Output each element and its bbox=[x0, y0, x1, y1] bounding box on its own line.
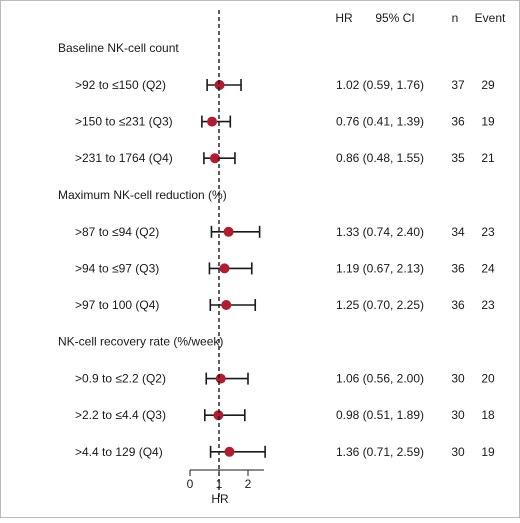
event-value: 21 bbox=[481, 151, 495, 165]
group-title: Maximum NK-cell reduction (%) bbox=[58, 188, 227, 202]
hr-ci-value: 1.36 (0.71, 2.59) bbox=[336, 445, 424, 459]
hr-ci-value: 0.98 (0.51, 1.89) bbox=[336, 408, 424, 422]
row-label: >92 to ≤150 (Q2) bbox=[75, 78, 166, 92]
event-value: 23 bbox=[481, 225, 495, 239]
hr-point bbox=[223, 226, 234, 237]
hr-ci-value: 1.06 (0.56, 2.00) bbox=[336, 372, 424, 386]
hr-ci-value: 1.19 (0.67, 2.13) bbox=[336, 261, 424, 275]
hr-point bbox=[214, 80, 225, 90]
event-value: 20 bbox=[481, 372, 495, 386]
hr-ci-value: 0.86 (0.48, 1.55) bbox=[336, 151, 424, 165]
hr-point bbox=[215, 373, 226, 384]
x-tick-label: 1 bbox=[216, 477, 223, 491]
hr-ci-value: 1.02 (0.59, 1.76) bbox=[336, 78, 424, 92]
hr-ci-value: 0.76 (0.41, 1.39) bbox=[336, 115, 424, 129]
n-value: 35 bbox=[451, 151, 465, 165]
hr-point bbox=[221, 300, 232, 310]
n-value: 34 bbox=[451, 225, 465, 239]
n-value: 30 bbox=[451, 408, 465, 422]
hr-point bbox=[224, 446, 235, 457]
row-label: >87 to ≤94 (Q2) bbox=[75, 225, 159, 239]
header-event: Event bbox=[475, 11, 506, 25]
event-value: 19 bbox=[481, 445, 495, 459]
row-label: >97 to 100 (Q4) bbox=[75, 298, 159, 312]
n-value: 30 bbox=[451, 372, 465, 386]
hr-ci-value: 1.25 (0.70, 2.25) bbox=[336, 298, 424, 312]
row-label: >150 to ≤231 (Q3) bbox=[75, 115, 173, 129]
n-value: 30 bbox=[451, 445, 465, 459]
hr-point bbox=[207, 116, 218, 127]
hr-point bbox=[209, 153, 220, 164]
header-hr: HR bbox=[335, 11, 353, 25]
n-value: 36 bbox=[451, 298, 465, 312]
group-title: Baseline NK-cell count bbox=[58, 41, 179, 55]
event-value: 18 bbox=[481, 408, 495, 422]
row-label: >4.4 to 129 (Q4) bbox=[75, 445, 163, 459]
event-value: 29 bbox=[481, 78, 495, 92]
n-value: 36 bbox=[451, 115, 465, 129]
hr-ci-value: 1.33 (0.74, 2.40) bbox=[336, 225, 424, 239]
header-n: n bbox=[452, 11, 459, 25]
n-value: 37 bbox=[451, 78, 465, 92]
row-label: >231 to 1764 (Q4) bbox=[75, 151, 173, 165]
x-tick-label: 0 bbox=[187, 477, 194, 491]
group-title: NK-cell recovery rate (%/week) bbox=[58, 335, 223, 349]
forest-rows: Baseline NK-cell count >92 to ≤150 (Q2) 1.… bbox=[58, 41, 495, 459]
row-label: >94 to ≤97 (Q3) bbox=[75, 261, 159, 275]
row-label: >0.9 to ≤2.2 (Q2) bbox=[75, 372, 166, 386]
n-value: 36 bbox=[451, 261, 465, 275]
header-ci: 95% CI bbox=[375, 11, 414, 25]
x-tick-label: 2 bbox=[245, 477, 252, 491]
event-value: 24 bbox=[481, 261, 495, 275]
hr-point bbox=[219, 263, 230, 274]
event-value: 23 bbox=[481, 298, 495, 312]
x-axis-label: HR bbox=[211, 492, 229, 506]
event-value: 19 bbox=[481, 115, 495, 129]
hr-point bbox=[213, 410, 224, 421]
row-label: >2.2 to ≤4.4 (Q3) bbox=[75, 408, 166, 422]
